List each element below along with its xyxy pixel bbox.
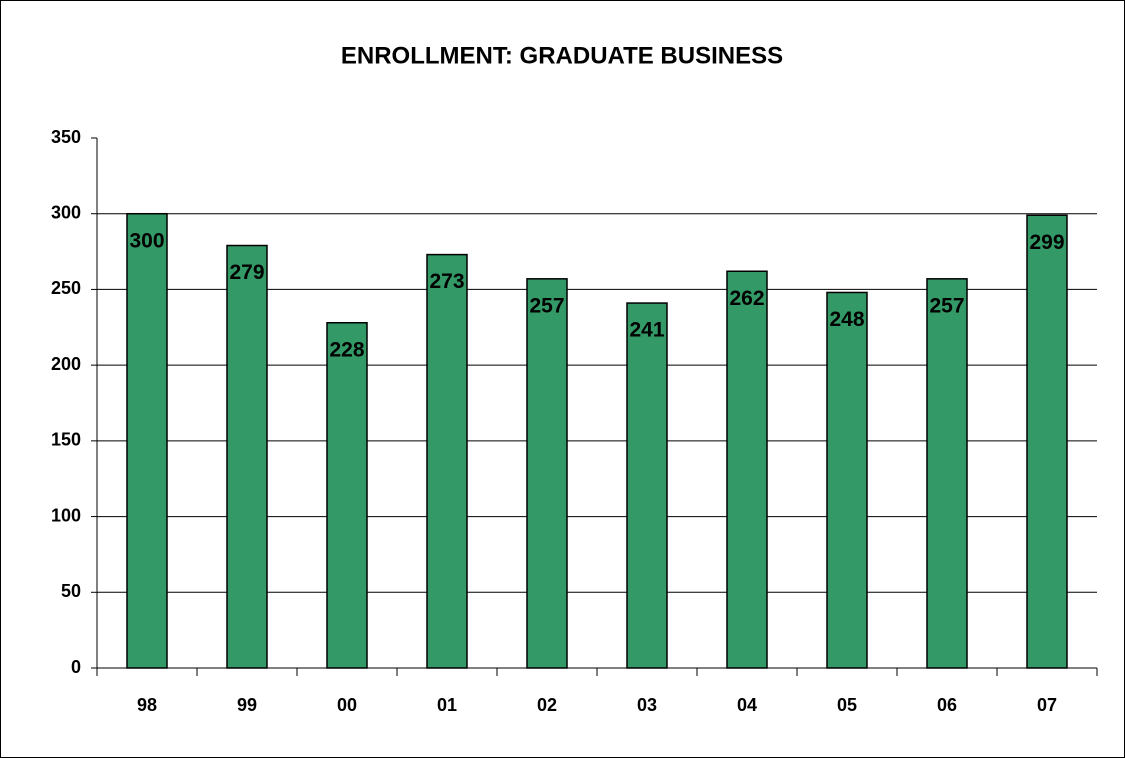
x-tick-label: 00 <box>337 695 357 715</box>
chart-title: ENROLLMENT: GRADUATE BUSINESS <box>341 42 783 69</box>
y-tick-label: 150 <box>51 430 81 450</box>
x-tick-label: 99 <box>237 695 257 715</box>
y-tick-label: 300 <box>51 202 81 222</box>
x-tick-label: 01 <box>437 695 457 715</box>
data-label: 262 <box>729 287 764 310</box>
y-tick-label: 0 <box>71 657 81 677</box>
x-tick-label: 05 <box>837 695 857 715</box>
bar <box>426 253 468 669</box>
bar <box>1026 214 1068 669</box>
data-label: 228 <box>329 338 364 361</box>
data-label: 279 <box>229 261 264 284</box>
bar <box>726 270 768 669</box>
x-tick-label: 07 <box>1037 695 1057 715</box>
x-tick-label: 03 <box>637 695 657 715</box>
bar <box>826 291 868 669</box>
bar <box>626 302 668 669</box>
bar <box>326 321 368 669</box>
bar <box>126 212 168 669</box>
y-tick-label: 350 <box>51 127 81 147</box>
x-tick-label: 06 <box>937 695 957 715</box>
y-tick-label: 250 <box>51 278 81 298</box>
data-label: 241 <box>629 319 664 342</box>
bar <box>226 244 268 669</box>
bar <box>926 278 968 669</box>
bar <box>526 278 568 669</box>
x-tick-label: 04 <box>737 695 757 715</box>
y-tick-label: 100 <box>51 505 81 525</box>
data-label: 257 <box>929 294 964 317</box>
x-tick-label: 98 <box>137 695 157 715</box>
y-tick-label: 50 <box>61 581 81 601</box>
y-tick-label: 200 <box>51 354 81 374</box>
data-label: 300 <box>129 229 164 252</box>
data-label: 257 <box>529 294 564 317</box>
data-label: 248 <box>829 308 864 331</box>
x-tick-label: 02 <box>537 695 557 715</box>
data-label: 299 <box>1029 231 1064 254</box>
data-label: 273 <box>429 270 464 293</box>
